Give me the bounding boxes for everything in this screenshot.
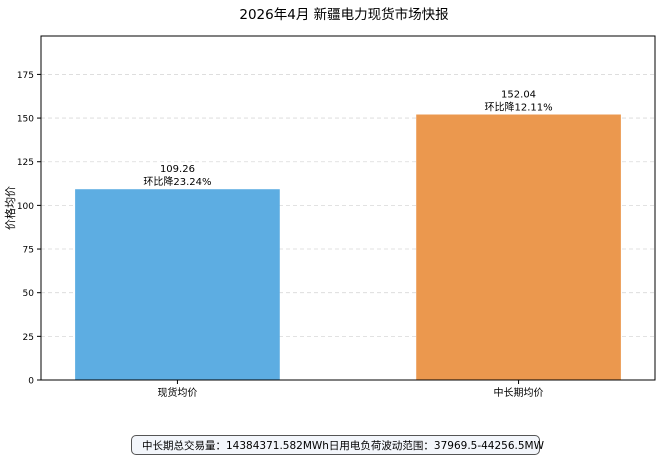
total-volume-text: 中长期总交易量：14384371.582MWh [142, 439, 329, 452]
load-range-text: 日用电负荷波动范围：37969.5-44256.5MW [328, 439, 544, 452]
y-tick-label: 150 [17, 115, 34, 125]
bar-change-label: 环比降12.11% [484, 101, 552, 114]
y-tick-label: 25 [23, 333, 34, 343]
bar-value-label: 109.26 [160, 164, 195, 175]
chart-title: 2026年4月 新疆电力现货市场快报 [239, 6, 448, 23]
x-axis: 现货均价 中长期均价 [157, 380, 544, 399]
summary-footer: 中长期总交易量：14384371.582MWh 日用电负荷波动范围：37969.… [131, 435, 544, 455]
y-tick-label: 175 [17, 71, 34, 81]
y-tick-label: 75 [23, 246, 34, 256]
y-tick-label: 0 [28, 377, 34, 387]
y-tick-label: 50 [23, 289, 35, 299]
x-tick-label: 现货均价 [157, 386, 197, 399]
y-axis-label: 价格均价 [3, 186, 17, 230]
bar-0 [75, 189, 280, 380]
x-tick-label: 中长期均价 [494, 386, 544, 399]
plot-frame [40, 35, 656, 381]
bar-change-label: 环比降23.24% [143, 175, 211, 188]
y-tick-label: 125 [17, 158, 34, 168]
bar-value-label: 152.04 [501, 90, 536, 101]
y-tick-label: 100 [17, 202, 34, 212]
y-axis: 0 25 50 75 100 125 150 175 [17, 71, 41, 387]
bar-1 [416, 114, 621, 380]
